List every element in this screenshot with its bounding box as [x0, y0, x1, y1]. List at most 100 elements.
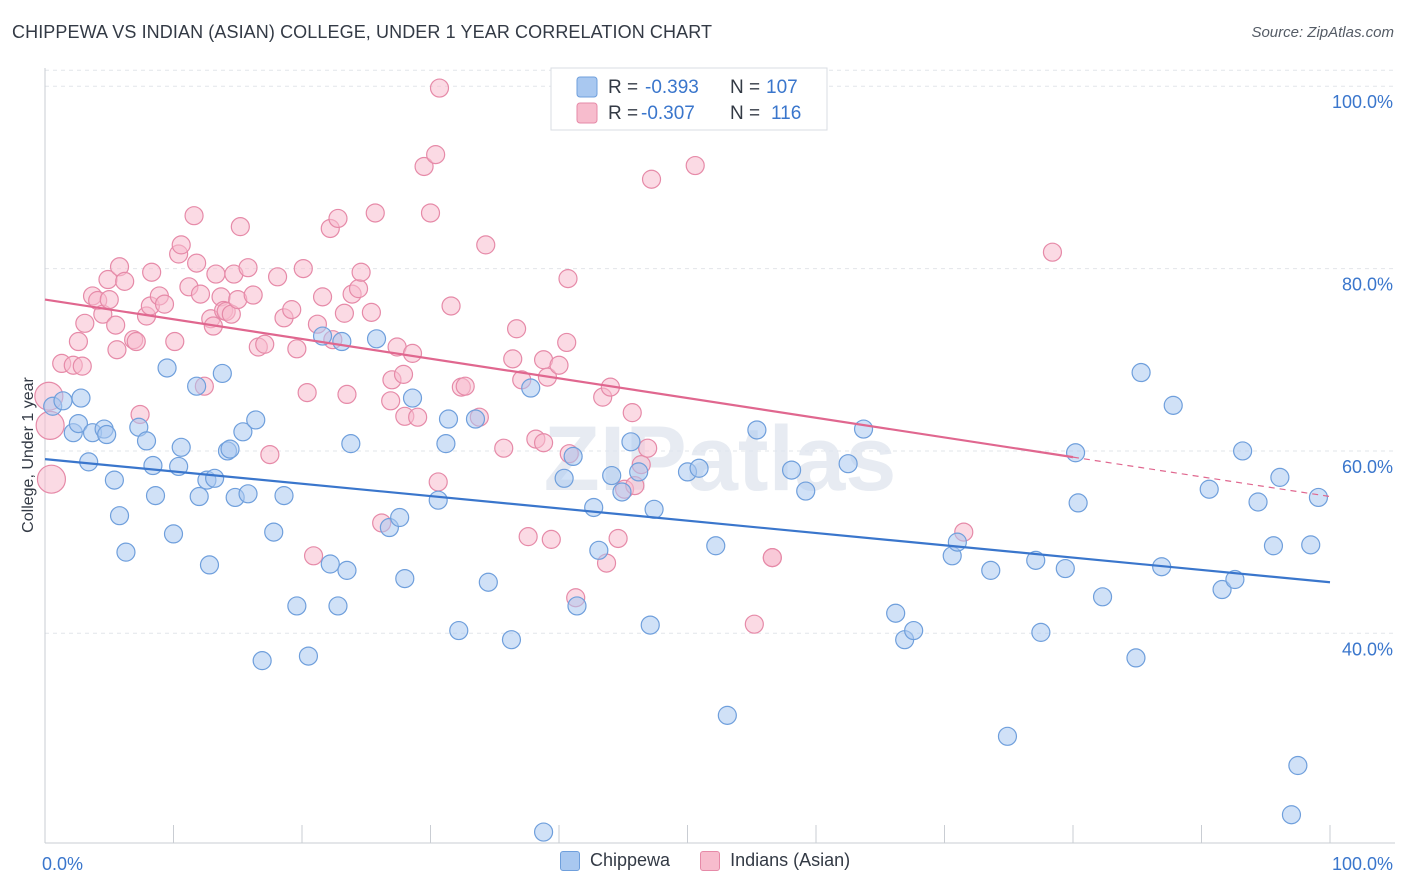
point-chippewa [436, 434, 456, 454]
point-chippewa [171, 437, 191, 457]
point-indians-asian [762, 548, 782, 568]
point-chippewa [1248, 492, 1268, 512]
point-chippewa [390, 507, 410, 528]
point-indians-asian [361, 302, 381, 322]
point-chippewa [533, 822, 554, 842]
legend-r-value-1: -0.393 [645, 77, 699, 98]
y-axis-label: College, Under 1 year [20, 377, 37, 533]
point-chippewa [205, 468, 225, 488]
point-indians-asian [190, 284, 211, 304]
point-chippewa [1026, 550, 1046, 570]
point-indians-asian [533, 433, 554, 453]
point-indians-asian [106, 315, 126, 335]
point-chippewa [287, 596, 307, 616]
point-chippewa [1233, 441, 1253, 461]
point-indians-asian [744, 614, 764, 634]
point-chippewa [1199, 479, 1219, 499]
point-indians-asian [494, 438, 514, 458]
point-chippewa [233, 422, 253, 442]
point-indians-asian [267, 267, 288, 287]
point-chippewa [640, 615, 660, 635]
point-chippewa [116, 542, 136, 562]
point-chippewa [1301, 535, 1321, 555]
point-indians-asian [303, 546, 324, 566]
point-indians-asian [293, 258, 313, 279]
point-chippewa [189, 486, 209, 507]
point-indians-asian [351, 262, 371, 282]
point-chippewa [252, 651, 272, 671]
point-indians-asian [608, 528, 628, 549]
point-chippewa [904, 620, 924, 641]
point-chippewa [1212, 579, 1232, 600]
point-chippewa [644, 499, 664, 519]
point-indians-asian [206, 264, 226, 284]
point-indians-asian [107, 340, 127, 360]
point-indians-asian [68, 331, 89, 352]
point-indians-asian [282, 300, 302, 320]
point-indians-asian [238, 258, 258, 278]
point-chippewa [428, 490, 448, 510]
point-chippewa [554, 468, 574, 488]
point-indians-asian [414, 156, 434, 177]
point-chippewa [246, 410, 266, 430]
point-chippewa [584, 497, 604, 518]
point-chippewa [747, 420, 767, 440]
point-chippewa [145, 486, 166, 506]
point-chippewa [621, 432, 641, 452]
point-indians-asian [312, 287, 333, 307]
axes-layer [44, 68, 1395, 844]
point-indians-asian [557, 332, 577, 353]
point-chippewa [1288, 755, 1308, 776]
trend-line-indians-asian [44, 298, 1074, 459]
point-indians-asian [638, 438, 658, 458]
legend-item-chippewa: Chippewa [560, 850, 670, 871]
point-chippewa [109, 506, 130, 526]
legend-bottom-label-indians-asian: Indians (Asian) [730, 850, 851, 870]
point-chippewa [264, 522, 284, 542]
trend-layer [44, 298, 1331, 584]
source-credit: Source: ZipAtlas.com [1251, 24, 1394, 41]
legend-n-value-2: 116 [771, 103, 801, 124]
point-indians-asian [506, 319, 527, 339]
point-indians-asian [287, 339, 307, 359]
point-indians-asian [685, 155, 705, 176]
point-indians-asian [243, 285, 263, 305]
point-indians-asian [549, 355, 569, 375]
point-indians-asian [337, 384, 357, 405]
point-chippewa [449, 620, 469, 641]
y-tick-label: 100.0% [1332, 92, 1393, 112]
point-indians-asian [171, 235, 191, 255]
point-indians-asian [402, 343, 423, 363]
point-indians-asian [142, 262, 162, 282]
point-indians-asian [428, 472, 448, 492]
point-indians-asian [393, 364, 414, 384]
point-chippewa [706, 536, 726, 556]
x-tick-label-min: 0.0% [42, 854, 83, 874]
point-indians-asian [381, 391, 401, 411]
point-chippewa [947, 532, 967, 552]
trend-line-chippewa [44, 458, 1331, 584]
point-indians-asian [184, 206, 204, 226]
ticks-layer: 40.0% 60.0% 80.0% 100.0% 0.0% 100.0% [42, 92, 1393, 874]
point-chippewa [997, 726, 1018, 746]
point-indians-asian [441, 296, 461, 316]
point-indians-asian [365, 203, 385, 223]
point-chippewa [328, 596, 348, 616]
point-chippewa [438, 409, 459, 429]
point-chippewa [1031, 622, 1051, 642]
legend-swatch-chippewa [576, 76, 598, 98]
point-chippewa [781, 460, 802, 480]
legend-bottom-swatch-indians-asian [700, 850, 721, 871]
point-chippewa [163, 524, 184, 544]
point-chippewa [838, 454, 858, 474]
point-indians-asian [187, 253, 207, 273]
point-chippewa [1131, 362, 1151, 383]
point-chippewa [567, 596, 587, 616]
point-chippewa [465, 409, 486, 429]
point-chippewa [212, 363, 232, 384]
legend-bottom-swatch-chippewa [560, 850, 580, 871]
point-chippewa [853, 419, 874, 439]
point-indians-asian [476, 235, 496, 255]
point-indians-asian [230, 217, 250, 237]
